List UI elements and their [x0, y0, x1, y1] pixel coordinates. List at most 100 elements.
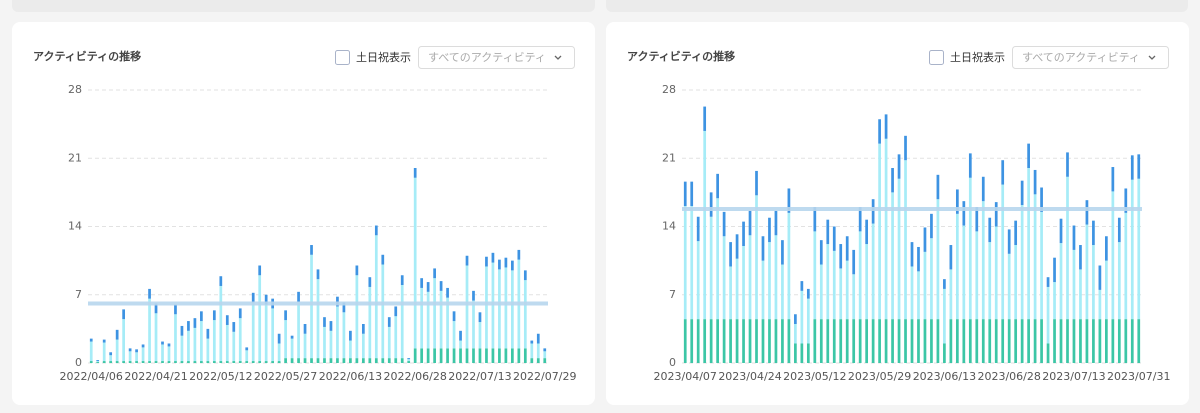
bar-segment: [374, 225, 378, 236]
bar-segment: [200, 361, 203, 363]
bar-segment: [755, 195, 758, 320]
checkbox[interactable]: [929, 50, 944, 65]
bar-segment: [446, 348, 449, 363]
bar-segment: [122, 319, 125, 362]
bar-segment: [871, 199, 875, 224]
bar-segment: [459, 348, 462, 363]
bar-segment: [258, 275, 262, 362]
bar-segment: [420, 348, 424, 363]
bar-segment: [826, 319, 830, 363]
bar-segment: [122, 361, 125, 363]
bar-segment: [374, 358, 378, 363]
bar-segment: [1137, 319, 1141, 363]
bar-segment: [122, 309, 125, 320]
x-tick-label: 2022/05/12: [189, 370, 252, 383]
bar-segment: [1130, 179, 1134, 320]
bar-segment: [329, 330, 333, 359]
bar-segment: [904, 135, 907, 161]
bar-segment: [394, 358, 398, 363]
bar-segment: [1105, 260, 1108, 320]
bar-segment: [930, 213, 933, 239]
x-tick-label: 2023/07/13: [1042, 370, 1105, 383]
bar-segment: [420, 287, 424, 349]
bar-segment: [1053, 282, 1056, 320]
bar-segment: [452, 348, 456, 363]
bar-segment: [1040, 211, 1043, 320]
card: [606, 22, 1189, 405]
bar-segment: [361, 358, 365, 363]
bar-segment: [1066, 152, 1069, 177]
bar-segment: [904, 160, 907, 320]
bar-segment: [852, 319, 856, 363]
bar-segment: [206, 361, 210, 363]
dropdown[interactable]: [1012, 46, 1169, 69]
bar-segment: [407, 358, 411, 360]
bar-segment: [768, 242, 771, 320]
bar-segment: [439, 290, 443, 349]
bar-segment: [832, 250, 836, 320]
x-tick-label: 2022/04/06: [60, 370, 123, 383]
bar-segment: [962, 201, 966, 226]
bar-segment: [329, 321, 333, 331]
bar-segment: [1098, 319, 1102, 363]
bar-segment: [336, 306, 339, 359]
bar-segment: [530, 340, 534, 344]
bar-segment: [148, 288, 151, 299]
bar-segment: [930, 238, 933, 320]
bar-segment: [761, 319, 765, 363]
bar-segment: [355, 275, 359, 359]
bar-segment: [148, 361, 151, 363]
bar-segment: [988, 242, 992, 320]
bar-segment: [394, 316, 398, 359]
bar-segment: [742, 246, 745, 320]
bar-segment: [498, 259, 501, 270]
bar-segment: [1117, 319, 1121, 363]
bar-segment: [722, 211, 726, 237]
bar-segment: [845, 319, 849, 363]
bar-segment: [368, 358, 372, 363]
bar-segment: [904, 319, 907, 363]
bar-segment: [1040, 187, 1043, 212]
bar-segment: [413, 348, 417, 363]
checkbox[interactable]: [335, 50, 350, 65]
bar-segment: [297, 291, 300, 302]
bar-segment: [297, 358, 300, 363]
bar-segment: [917, 246, 920, 272]
bar-segment: [819, 264, 823, 320]
dropdown[interactable]: [418, 46, 575, 69]
bar-segment: [1001, 319, 1005, 363]
bar-segment: [722, 236, 726, 320]
bar-segment: [729, 242, 732, 267]
bar-segment: [212, 320, 216, 362]
bar-segment: [735, 234, 739, 259]
bar-segment: [774, 319, 778, 363]
bar-segment: [1072, 249, 1076, 320]
x-tick-label: 2023/06/28: [977, 370, 1040, 383]
bar-segment: [1007, 229, 1011, 254]
bar-segment: [709, 319, 713, 363]
bar-segment: [329, 358, 333, 363]
bar-segment: [167, 346, 171, 362]
bar-segment: [374, 235, 378, 359]
bar-segment: [128, 361, 132, 363]
bar-segment: [323, 358, 326, 363]
bar-segment: [174, 314, 177, 362]
bar-segment: [1046, 343, 1050, 363]
x-tick-label: 2022/07/13: [448, 370, 511, 383]
bar-segment: [1046, 277, 1050, 287]
bar-segment: [342, 302, 346, 313]
x-tick-label: 2022/07/29: [513, 370, 576, 383]
bar-segment: [504, 257, 508, 268]
bar-segment: [258, 265, 262, 276]
bar-segment: [696, 216, 700, 242]
bar-segment: [968, 153, 972, 178]
bar-segment: [89, 361, 93, 363]
bar-segment: [1040, 319, 1043, 363]
bar-segment: [212, 310, 216, 321]
bar-segment: [89, 341, 93, 362]
bar-segment: [1027, 319, 1030, 363]
bar-segment: [923, 251, 927, 320]
bar-segment: [787, 319, 791, 363]
bar-segment: [511, 260, 514, 271]
